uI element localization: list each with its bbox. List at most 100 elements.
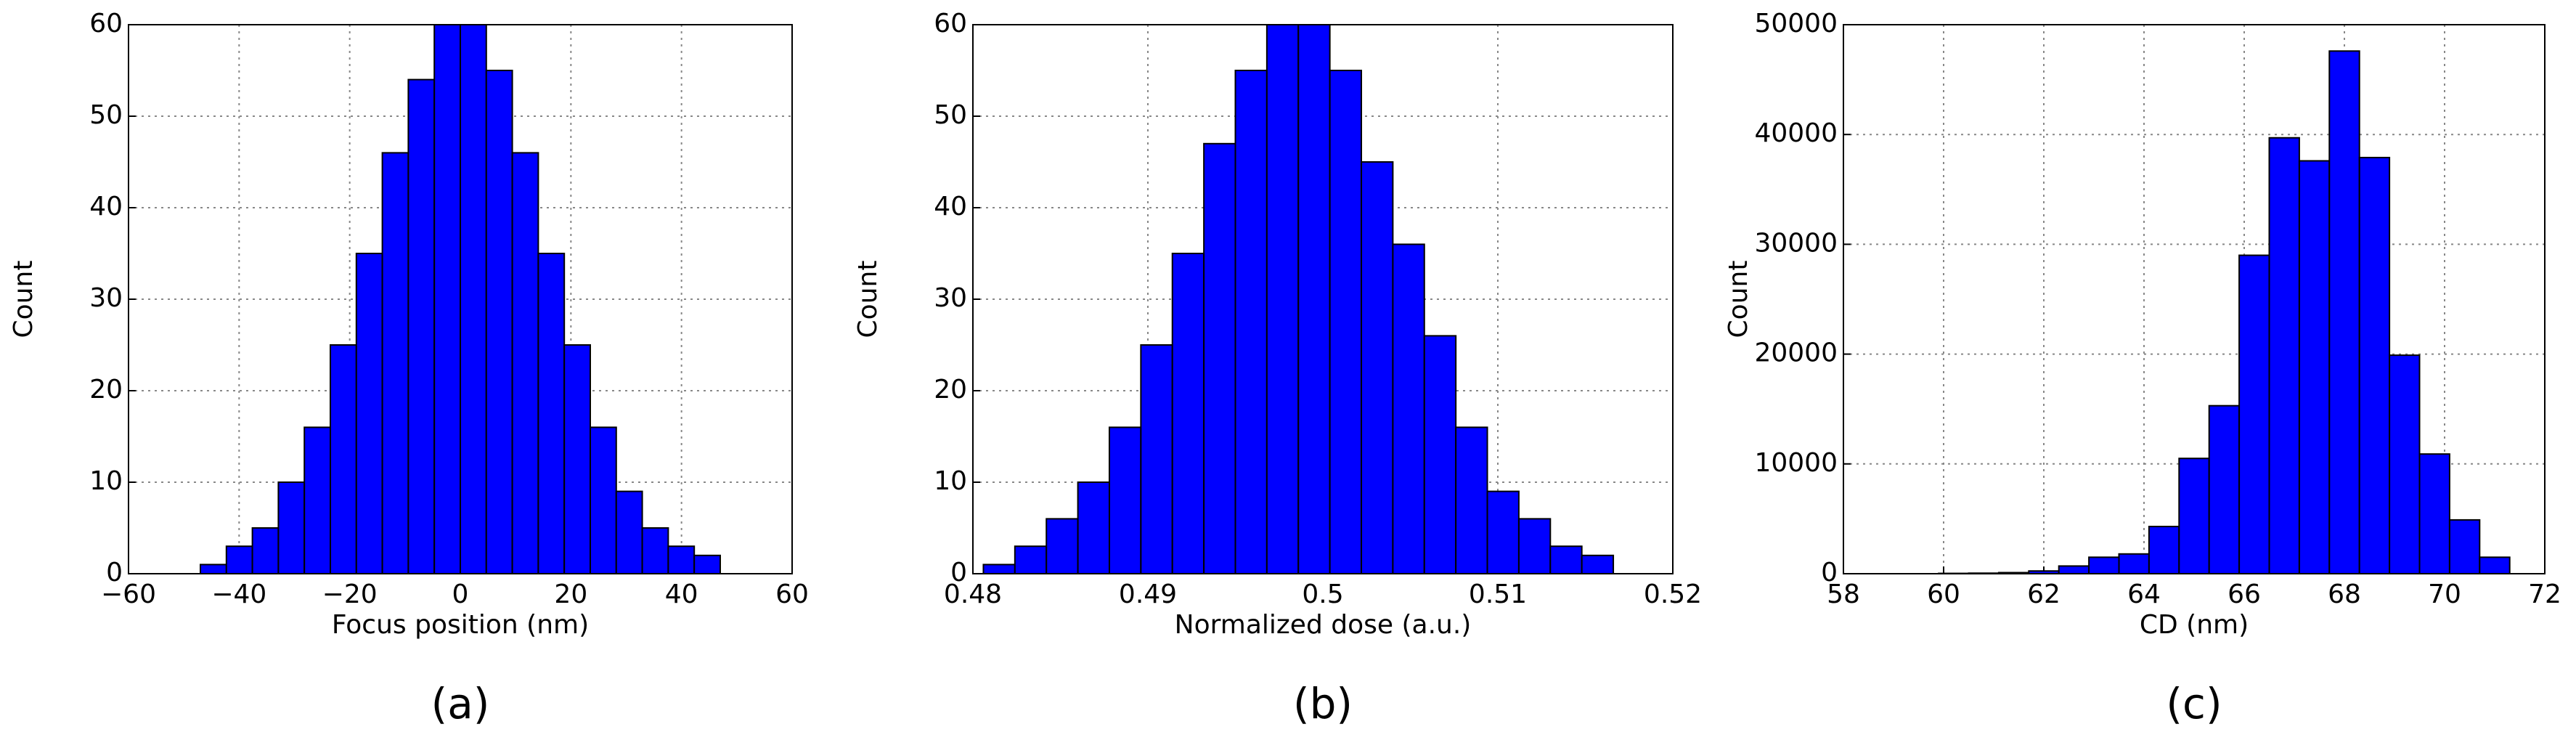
- bar: [1392, 243, 1425, 574]
- bar: [2178, 458, 2210, 574]
- x-tick-label: 64: [2127, 580, 2161, 609]
- y-tick-label: 10000: [1754, 448, 1838, 478]
- bar: [693, 554, 721, 574]
- bar: [2238, 254, 2270, 574]
- panel-label: (b): [1293, 679, 1353, 728]
- bar: [667, 545, 696, 574]
- y-tick-label: 30: [89, 283, 123, 313]
- bars: [1938, 50, 2511, 574]
- bar: [460, 25, 487, 574]
- bar: [2358, 156, 2391, 574]
- bars: [982, 25, 1615, 574]
- x-tick-label: −60: [101, 580, 156, 609]
- bar: [2058, 565, 2090, 574]
- bar: [615, 490, 643, 574]
- bar: [1077, 481, 1110, 574]
- bars: [200, 25, 721, 574]
- bar: [200, 564, 227, 574]
- bar: [2268, 137, 2300, 574]
- y-axis-label: Count: [853, 261, 883, 338]
- bar: [641, 527, 669, 574]
- bar: [589, 426, 617, 574]
- bar: [381, 152, 409, 574]
- panel-label: (a): [431, 679, 490, 728]
- bar: [537, 253, 566, 574]
- bar: [2479, 556, 2511, 574]
- y-tick-label: 20: [89, 375, 123, 405]
- bar: [2389, 354, 2421, 574]
- bar: [2088, 556, 2120, 574]
- bar: [1171, 253, 1205, 574]
- x-tick-label: 58: [1827, 580, 1860, 609]
- x-tick-label: 0.52: [1644, 580, 1702, 609]
- y-tick-label: 10: [934, 466, 967, 496]
- bar: [1203, 142, 1236, 574]
- bar: [1014, 545, 1048, 574]
- x-tick-label: 20: [554, 580, 587, 609]
- bar: [225, 545, 253, 574]
- x-tick-label: 0.5: [1302, 580, 1343, 609]
- bar: [1423, 335, 1457, 574]
- bar: [1581, 554, 1615, 574]
- plot-frame: [128, 24, 793, 574]
- y-tick-label: 30000: [1754, 228, 1838, 258]
- y-tick-label: 50: [934, 100, 967, 130]
- x-tick-label: 0.49: [1119, 580, 1177, 609]
- bar: [2148, 525, 2180, 574]
- bar: [1265, 25, 1300, 574]
- bar: [1329, 70, 1363, 574]
- bar: [1234, 70, 1268, 574]
- x-tick-label: 60: [775, 580, 809, 609]
- bar: [2298, 160, 2331, 574]
- y-axis-label: Count: [9, 261, 38, 338]
- y-tick-label: 0: [1821, 558, 1838, 588]
- bar: [485, 70, 513, 574]
- bar: [2418, 453, 2450, 574]
- x-tick-label: 0.48: [944, 580, 1002, 609]
- bar: [1140, 344, 1173, 574]
- plot-frame: [972, 24, 1674, 574]
- bar: [277, 481, 306, 574]
- x-tick-label: −20: [322, 580, 378, 609]
- bar: [2208, 405, 2241, 574]
- x-tick-label: 0: [452, 580, 469, 609]
- y-tick-label: 50: [89, 100, 123, 130]
- y-tick-label: 40: [934, 192, 967, 221]
- x-axis-label: Focus position (nm): [332, 610, 589, 640]
- y-tick-label: 40000: [1754, 118, 1838, 148]
- bar: [1361, 161, 1394, 574]
- bar: [2448, 519, 2481, 574]
- y-tick-label: 40: [89, 192, 123, 221]
- y-tick-label: 60: [934, 9, 967, 38]
- y-tick-label: 60: [89, 9, 123, 38]
- bar: [407, 78, 436, 574]
- x-axis-label: Normalized dose (a.u.): [1175, 610, 1472, 640]
- x-axis-label: CD (nm): [2140, 610, 2249, 640]
- x-tick-label: 66: [2227, 580, 2261, 609]
- bar: [251, 527, 280, 574]
- y-tick-label: 10: [89, 466, 123, 496]
- bar: [1455, 426, 1488, 574]
- x-tick-label: 0.51: [1469, 580, 1527, 609]
- bar: [1297, 25, 1331, 574]
- plot-frame: [1843, 24, 2546, 574]
- y-tick-label: 0: [106, 558, 123, 588]
- bar: [982, 564, 1016, 574]
- bar: [433, 25, 461, 574]
- x-tick-label: −40: [211, 580, 266, 609]
- x-tick-label: 62: [2027, 580, 2061, 609]
- bar: [1517, 518, 1552, 574]
- bar: [2328, 50, 2360, 574]
- bar: [330, 344, 357, 574]
- bar: [355, 253, 383, 574]
- x-tick-label: 72: [2528, 580, 2561, 609]
- bar: [1486, 490, 1520, 574]
- bar: [1549, 545, 1583, 574]
- x-tick-label: 60: [1927, 580, 1960, 609]
- panel-label: (c): [2166, 679, 2222, 728]
- y-axis-label: Count: [1724, 261, 1753, 338]
- x-tick-label: 70: [2428, 580, 2461, 609]
- bar: [1046, 518, 1079, 574]
